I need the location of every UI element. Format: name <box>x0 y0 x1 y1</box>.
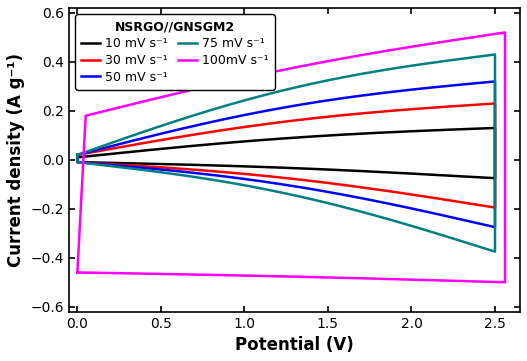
10 mV s⁻¹ <box>303 166 309 171</box>
100mV s⁻¹ <box>370 277 377 281</box>
75 mV s⁻¹ <box>407 64 414 68</box>
Line: 100mV s⁻¹: 100mV s⁻¹ <box>77 32 505 282</box>
75 mV s⁻¹ <box>492 249 498 254</box>
75 mV s⁻¹ <box>74 153 81 157</box>
100mV s⁻¹ <box>193 273 200 277</box>
10 mV s⁻¹ <box>492 176 498 180</box>
30 mV s⁻¹ <box>174 135 180 140</box>
Line: 30 mV s⁻¹: 30 mV s⁻¹ <box>77 104 495 208</box>
30 mV s⁻¹ <box>74 158 81 162</box>
75 mV s⁻¹ <box>74 153 81 157</box>
100mV s⁻¹ <box>120 104 126 109</box>
30 mV s⁻¹ <box>384 109 390 113</box>
50 mV s⁻¹ <box>407 88 414 92</box>
50 mV s⁻¹ <box>435 85 441 89</box>
Line: 75 mV s⁻¹: 75 mV s⁻¹ <box>77 55 495 252</box>
Line: 10 mV s⁻¹: 10 mV s⁻¹ <box>77 128 495 178</box>
10 mV s⁻¹ <box>74 155 81 160</box>
50 mV s⁻¹ <box>74 153 81 157</box>
30 mV s⁻¹ <box>492 205 498 210</box>
10 mV s⁻¹ <box>174 145 180 149</box>
50 mV s⁻¹ <box>303 186 309 190</box>
30 mV s⁻¹ <box>492 101 498 106</box>
75 mV s⁻¹ <box>74 158 81 162</box>
50 mV s⁻¹ <box>492 225 498 229</box>
50 mV s⁻¹ <box>174 128 180 132</box>
75 mV s⁻¹ <box>174 118 180 123</box>
30 mV s⁻¹ <box>435 105 441 109</box>
Line: 50 mV s⁻¹: 50 mV s⁻¹ <box>77 82 495 227</box>
100mV s⁻¹ <box>502 280 508 284</box>
100mV s⁻¹ <box>203 273 210 277</box>
10 mV s⁻¹ <box>492 126 498 130</box>
30 mV s⁻¹ <box>303 178 309 183</box>
10 mV s⁻¹ <box>384 130 390 135</box>
50 mV s⁻¹ <box>492 79 498 84</box>
100mV s⁻¹ <box>74 270 81 275</box>
100mV s⁻¹ <box>502 30 508 35</box>
Y-axis label: Current density (A g⁻¹): Current density (A g⁻¹) <box>7 53 25 267</box>
50 mV s⁻¹ <box>74 153 81 157</box>
30 mV s⁻¹ <box>74 153 81 157</box>
100mV s⁻¹ <box>74 270 81 275</box>
30 mV s⁻¹ <box>407 107 414 112</box>
10 mV s⁻¹ <box>74 155 81 160</box>
75 mV s⁻¹ <box>384 68 390 72</box>
50 mV s⁻¹ <box>74 158 81 162</box>
75 mV s⁻¹ <box>492 52 498 57</box>
10 mV s⁻¹ <box>435 128 441 132</box>
100mV s⁻¹ <box>260 72 266 76</box>
Legend: 10 mV s⁻¹, 30 mV s⁻¹, 50 mV s⁻¹, 75 mV s⁻¹, 100mV s⁻¹: 10 mV s⁻¹, 30 mV s⁻¹, 50 mV s⁻¹, 75 mV s… <box>75 14 275 90</box>
100mV s⁻¹ <box>99 271 105 275</box>
X-axis label: Potential (V): Potential (V) <box>235 336 354 354</box>
75 mV s⁻¹ <box>435 60 441 64</box>
10 mV s⁻¹ <box>74 158 81 163</box>
30 mV s⁻¹ <box>74 153 81 157</box>
50 mV s⁻¹ <box>384 90 390 95</box>
10 mV s⁻¹ <box>407 129 414 134</box>
75 mV s⁻¹ <box>303 196 309 200</box>
